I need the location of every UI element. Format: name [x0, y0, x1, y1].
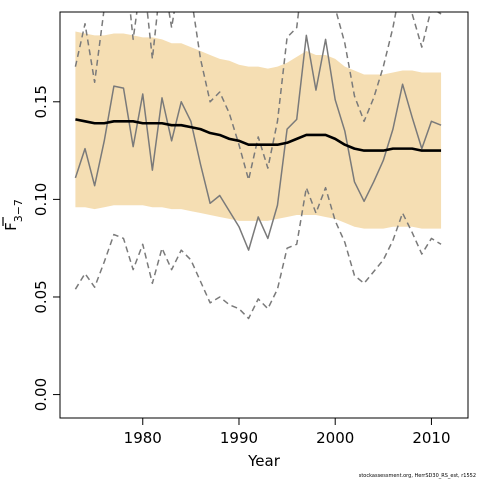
comparison-upper-line: [74, 12, 442, 181]
y-axis-title: F3−7: [2, 199, 25, 231]
comparison-line: [74, 34, 442, 251]
y-tick-label: 0.05: [32, 280, 50, 313]
x-tick-label: 2000: [316, 429, 354, 447]
x-tick-label: 1990: [220, 429, 258, 447]
estimate-line: [75, 118, 442, 152]
y-axis-title-main: F: [2, 222, 20, 231]
y-axis-title-subscript: 3−7: [12, 199, 25, 222]
plot-area: [74, 12, 442, 320]
confidence-band: [75, 31, 442, 229]
x-axis: 1980 1990 2000 2010: [124, 418, 451, 447]
credit-text: stockassessment.org, HerrSD30_RS_est, r1…: [359, 473, 476, 479]
y-axis: 0.00 0.05 0.10 0.15: [32, 85, 60, 411]
x-axis-title: Year: [247, 452, 281, 470]
y-tick-label: 0.10: [32, 183, 50, 216]
plot-frame: [59, 11, 469, 419]
x-tick-label: 2010: [412, 429, 450, 447]
x-tick-label: 1980: [124, 429, 162, 447]
y-tick-label: 0.15: [32, 85, 50, 118]
y-tick-label: 0.00: [32, 378, 50, 411]
comparison-lower-line: [74, 186, 442, 320]
svg-text:F3−7: F3−7: [2, 199, 25, 231]
